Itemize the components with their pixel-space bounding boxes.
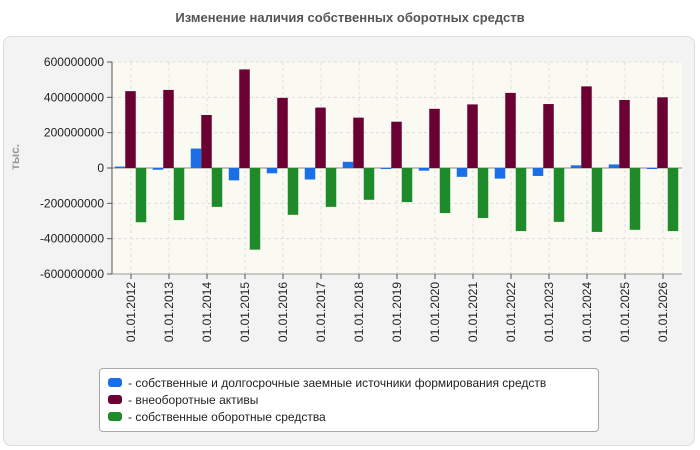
x-tick-label: 01.01.2022 xyxy=(504,282,518,342)
legend-label-sources: - собственные и долгосрочные заемные ист… xyxy=(128,375,547,390)
legend-swatch-sources xyxy=(108,378,122,387)
x-tick-label: 01.01.2014 xyxy=(200,282,214,342)
y-axis-label: тыс. xyxy=(8,143,22,170)
bar xyxy=(249,168,261,250)
bar xyxy=(570,165,582,168)
y-tick-label: 200000000 xyxy=(44,126,104,140)
x-tick-label: 01.01.2024 xyxy=(580,282,594,342)
y-tick-label: 0 xyxy=(97,161,104,175)
chart-title: Изменение наличия собственных оборотных … xyxy=(175,10,525,25)
bar xyxy=(515,168,527,232)
bar xyxy=(667,168,679,232)
bar xyxy=(135,168,147,223)
bar xyxy=(553,168,565,222)
bar xyxy=(125,91,136,168)
bar xyxy=(315,107,326,168)
bar xyxy=(401,168,413,203)
legend-swatch-working-capital xyxy=(108,412,122,421)
bar xyxy=(152,168,164,170)
bar xyxy=(287,168,299,215)
x-tick-label: 01.01.2016 xyxy=(276,282,290,342)
bar xyxy=(418,168,430,171)
bar xyxy=(657,97,668,168)
bar xyxy=(456,168,468,177)
bar xyxy=(163,89,174,168)
bar xyxy=(494,168,506,179)
x-tick-label: 01.01.2026 xyxy=(656,282,670,342)
bar xyxy=(391,121,402,168)
bar xyxy=(201,115,212,168)
legend-swatch-fixed-assets xyxy=(108,395,122,404)
bar xyxy=(190,148,202,168)
bar xyxy=(477,168,489,218)
y-tick-label: -600000000 xyxy=(40,267,104,281)
x-tick-label: 01.01.2021 xyxy=(466,282,480,342)
x-tick-label: 01.01.2017 xyxy=(314,282,328,342)
bar xyxy=(380,168,392,169)
x-tick-label: 01.01.2013 xyxy=(162,282,176,342)
bar xyxy=(429,108,440,168)
bar xyxy=(363,168,375,200)
y-tick-label: 400000000 xyxy=(44,90,104,104)
x-tick-label: 01.01.2018 xyxy=(352,282,366,342)
x-tick-label: 01.01.2015 xyxy=(238,282,252,342)
bar xyxy=(266,168,278,174)
bar xyxy=(342,161,354,168)
bar xyxy=(543,104,554,168)
bar xyxy=(608,164,620,168)
bar xyxy=(619,99,630,168)
y-tick-label: -200000000 xyxy=(40,196,104,210)
bar xyxy=(581,86,592,168)
x-tick-label: 01.01.2012 xyxy=(124,282,138,342)
bar xyxy=(211,168,223,207)
bar xyxy=(532,168,544,176)
bar xyxy=(353,117,364,168)
bar xyxy=(114,166,126,168)
y-tick-label: 600000000 xyxy=(44,55,104,69)
bar xyxy=(467,104,478,168)
bar xyxy=(325,168,337,207)
legend-item-sources: - собственные и долгосрочные заемные ист… xyxy=(108,374,598,391)
legend-label-working-capital: - собственные оборотные средства xyxy=(128,409,326,424)
bar xyxy=(591,168,603,232)
y-tick-label: -400000000 xyxy=(40,232,104,246)
x-tick-label: 01.01.2020 xyxy=(428,282,442,342)
bar xyxy=(629,168,641,230)
x-tick-label: 01.01.2023 xyxy=(542,282,556,342)
bar xyxy=(228,168,240,181)
bar xyxy=(239,69,250,168)
x-tick-label: 01.01.2025 xyxy=(618,282,632,342)
bar xyxy=(304,168,316,180)
bar xyxy=(173,168,185,221)
bar xyxy=(505,92,516,168)
x-tick-label: 01.01.2019 xyxy=(390,282,404,342)
chart-legend: - собственные и долгосрочные заемные ист… xyxy=(99,368,599,432)
bar xyxy=(646,168,658,169)
legend-item-working-capital: - собственные оборотные средства xyxy=(108,408,598,425)
bar xyxy=(277,97,288,168)
legend-label-fixed-assets: - внеоборотные активы xyxy=(128,392,259,407)
bar xyxy=(439,168,451,214)
legend-item-fixed-assets: - внеоборотные активы xyxy=(108,391,598,408)
